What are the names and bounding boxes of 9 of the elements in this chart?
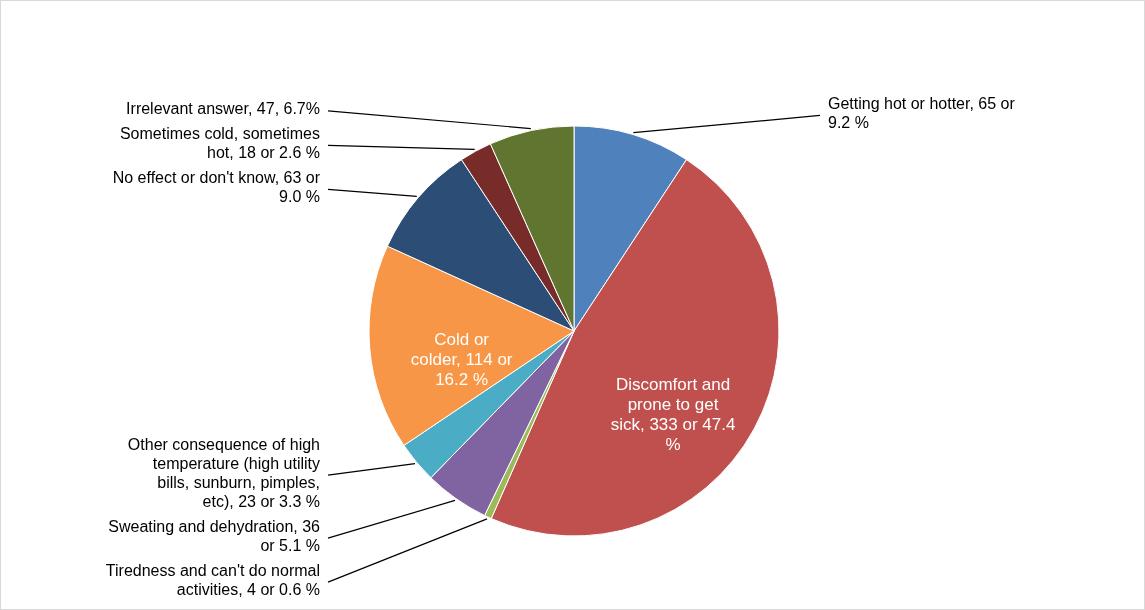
slice-label: Other consequence of high temperature (high utility bills, sunburn, pimples, etc), 23 or 3.3 % <box>127 436 320 511</box>
slice-label: No effect or don't know, 63 or 9.0 % <box>112 169 321 206</box>
slice-label: Irrelevant answer, 47, 6.7% <box>126 100 320 118</box>
slice-label: Tiredness and can't do normal activities, 4 or 0.6 % <box>105 562 320 599</box>
slice-label: Sometimes cold, sometimes hot, 18 or 2.6 % <box>119 125 320 162</box>
slice-label: Discomfort and prone to get sick, 333 or 47.4 % <box>610 374 736 454</box>
slice-label: Cold or colder, 114 or 16.2 % <box>410 330 513 390</box>
slice-label: Sweating and dehydration, 36 or 5.1 % <box>108 518 321 555</box>
slice-label: Getting hot or hotter, 65 or 9.2 % <box>828 95 1016 132</box>
